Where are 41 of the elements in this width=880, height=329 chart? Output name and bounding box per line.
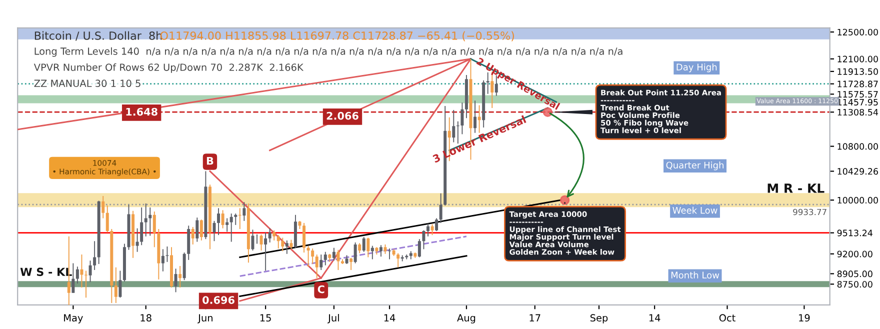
annotation: Week Low <box>672 206 718 214</box>
y-tick-label: 11308.54 <box>838 108 878 116</box>
annotation: Long Term Levels 140 n/a n/a n/a n/a n/a n/a n/a n/a n/a n/a n/a n/a n/a n/a n/a n/a n/a n/a n/a n/a n/a n/a n/a n/a n/a n/a <box>34 47 622 57</box>
x-tick-label: May <box>64 314 83 324</box>
annotation: C <box>318 285 324 294</box>
annotation: VPVR Number Of Rows 62 Up/Down 70 2.287K 2.166K <box>34 63 304 73</box>
annotation: B <box>206 157 214 165</box>
annotation: 2.066 <box>326 112 358 120</box>
x-tick-label: 19 <box>799 314 810 322</box>
y-tick-label: 11728.87 <box>838 80 878 88</box>
x-tick-label: Jun <box>198 314 212 324</box>
y-tick-label: 11913.50 <box>838 68 878 75</box>
x-tick-label: Aug <box>457 314 476 324</box>
ref-line-label: 9933.77 <box>793 208 826 216</box>
y-tick-label: 9513.24 <box>837 230 872 236</box>
y-tick-label: 10800.00 <box>838 143 878 150</box>
x-tick-label: 15 <box>260 314 271 322</box>
y-tick-label: 9200.00 <box>837 250 872 258</box>
x-tick-label: Jul <box>328 314 339 324</box>
annotation: M R - KL <box>768 184 824 193</box>
chart-subtitle: O11794.00 H11855.98 L11697.78 C11728.87 −65.41 (−0.55%) <box>160 31 514 42</box>
annotation: Month Low <box>671 272 720 279</box>
y-tick-label: 11575.57 <box>838 91 878 98</box>
annotation: Quarter High <box>666 162 724 170</box>
x-tick-label: 14 <box>384 314 396 322</box>
y-tick-label: 10000.00 <box>838 196 878 204</box>
x-tick-label: 17 <box>530 314 540 322</box>
x-tick-label: 18 <box>140 314 152 322</box>
annotation: Day High <box>676 63 717 72</box>
x-tick-label: Oct <box>719 314 736 322</box>
y-tick-label: 11457.95 <box>838 98 878 106</box>
x-tick-label: Sep <box>590 314 608 324</box>
annotation: 1.648 <box>126 108 158 116</box>
y-tick-label: 10429.26 <box>838 168 878 175</box>
annotation: 0.696 <box>202 296 234 304</box>
y-tick-label: 8905.00 <box>837 270 872 278</box>
x-tick-label: 14 <box>649 314 660 322</box>
y-tick-label: 12100.00 <box>838 56 878 62</box>
y-tick-label: 12500.00 <box>838 28 878 36</box>
annotation: ZZ MANUAL 30 1 10 5 <box>34 80 140 88</box>
y-tick-label: 8750.00 <box>837 280 872 288</box>
